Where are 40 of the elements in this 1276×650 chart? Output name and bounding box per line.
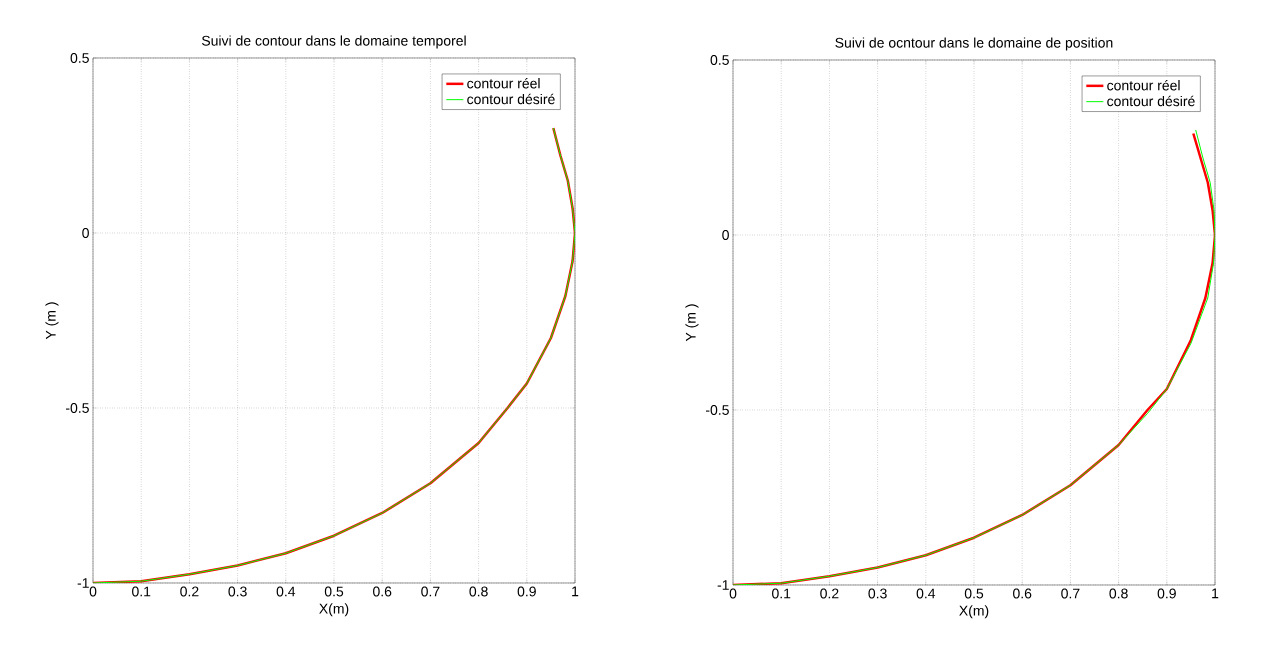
y-tick-label: 0.5 bbox=[710, 55, 729, 65]
x-axis-title: X(m) bbox=[959, 605, 989, 619]
x-tick-label: 0 bbox=[89, 586, 97, 597]
y-tick-label: -1 bbox=[77, 578, 89, 588]
x-tick-label: 0.4 bbox=[916, 588, 936, 599]
x-tick-label: 0.2 bbox=[820, 588, 839, 599]
legend-label: contour désiré bbox=[467, 93, 555, 105]
y-tick-label: -0.5 bbox=[65, 403, 89, 413]
y-tick-label: -0.5 bbox=[705, 405, 729, 415]
x-tick-label: 0.8 bbox=[1109, 588, 1128, 599]
x-tick-label: 0.1 bbox=[132, 586, 151, 597]
x-tick-label: 1 bbox=[572, 586, 579, 597]
x-tick-label: 0.6 bbox=[373, 586, 392, 597]
x-tick-label: 0.3 bbox=[228, 586, 247, 597]
x-tick-label: 0.6 bbox=[1013, 588, 1032, 599]
y-tick-label: 0 bbox=[722, 230, 729, 240]
x-tick-label: 0.7 bbox=[421, 586, 440, 597]
x-tick-label: 0.9 bbox=[1157, 588, 1176, 599]
x-tick-label: 0.8 bbox=[469, 586, 488, 597]
x-tick-label: 0.5 bbox=[324, 586, 344, 597]
x-tick-label: 1 bbox=[1212, 588, 1219, 599]
x-tick-label: 0.5 bbox=[964, 588, 984, 599]
x-tick-label: 0 bbox=[729, 588, 737, 599]
y-axis-title: Y (m ) bbox=[685, 304, 699, 342]
x-tick-label: 0.3 bbox=[868, 588, 887, 599]
y-axis-title: Y (m ) bbox=[45, 302, 59, 340]
legend-label: contour réel bbox=[1107, 79, 1180, 91]
x-tick-label: 0.4 bbox=[276, 586, 296, 597]
y-tick-label: 0 bbox=[82, 228, 89, 238]
x-tick-label: 0.2 bbox=[180, 586, 199, 597]
x-axis-title: X(m) bbox=[319, 603, 349, 617]
chart-title: Suivi de contour dans le domaine temporel bbox=[201, 35, 466, 49]
legend-label: contour désiré bbox=[1107, 95, 1195, 107]
x-tick-label: 0.7 bbox=[1061, 588, 1080, 599]
chart-title: Suivi de ocntour dans le domaine de position bbox=[835, 37, 1113, 51]
x-tick-label: 0.9 bbox=[517, 586, 536, 597]
legend-label: contour réel bbox=[467, 77, 540, 89]
x-tick-label: 0.1 bbox=[772, 588, 791, 599]
y-tick-label: -1 bbox=[717, 580, 729, 590]
y-tick-label: 0.5 bbox=[70, 53, 89, 63]
